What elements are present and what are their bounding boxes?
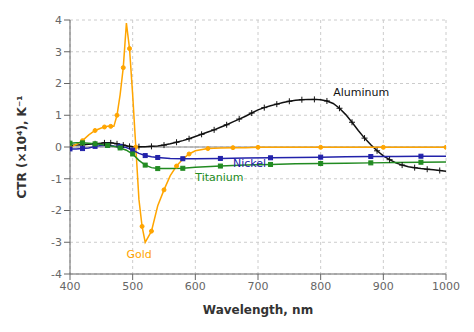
svg-text:2: 2 xyxy=(55,77,62,90)
svg-text:-1: -1 xyxy=(51,173,62,186)
svg-text:Wavelength, nm: Wavelength, nm xyxy=(203,303,313,317)
svg-text:700: 700 xyxy=(248,280,269,293)
svg-text:CTR (×10⁴), K⁻¹: CTR (×10⁴), K⁻¹ xyxy=(15,95,29,198)
svg-text:-2: -2 xyxy=(51,204,62,217)
svg-text:Aluminum: Aluminum xyxy=(333,86,389,99)
svg-text:Gold: Gold xyxy=(126,248,151,261)
svg-text:4: 4 xyxy=(55,14,62,27)
svg-text:Titanium: Titanium xyxy=(194,171,243,184)
svg-text:400: 400 xyxy=(60,280,81,293)
svg-text:-4: -4 xyxy=(51,268,62,281)
svg-text:1: 1 xyxy=(55,109,62,122)
svg-text:0: 0 xyxy=(55,141,62,154)
svg-text:Nickel: Nickel xyxy=(233,157,266,170)
svg-text:900: 900 xyxy=(373,280,394,293)
svg-text:1000: 1000 xyxy=(432,280,460,293)
svg-text:-3: -3 xyxy=(51,236,62,249)
svg-text:3: 3 xyxy=(55,46,62,59)
svg-text:800: 800 xyxy=(310,280,331,293)
svg-text:600: 600 xyxy=(185,280,206,293)
svg-text:500: 500 xyxy=(122,280,143,293)
